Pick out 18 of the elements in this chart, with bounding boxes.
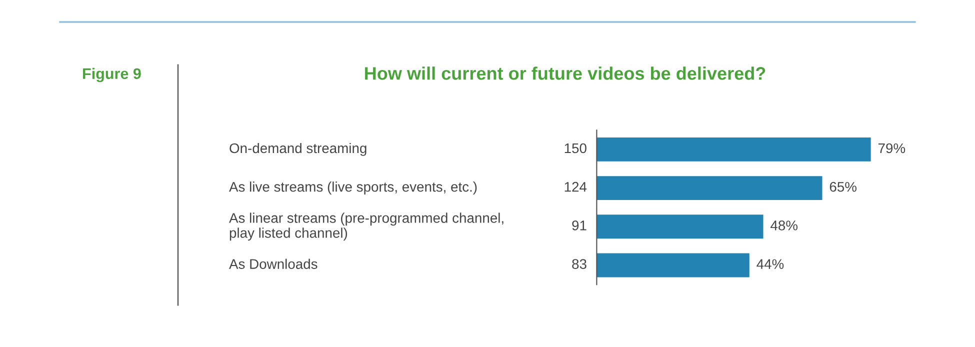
y-tick-label: As live streams (live sports, events, etc.) xyxy=(229,182,477,195)
bar xyxy=(596,176,822,200)
text: 150 xyxy=(564,143,586,154)
y-tick-label: On-demand streaming xyxy=(230,142,366,156)
caption: Figure 9 xyxy=(83,68,141,82)
y-tick-label: As Downloads xyxy=(229,258,318,269)
text: 124 xyxy=(564,182,587,192)
y-tick-label: As linear streams (pre-programmed channel, play listed channel) xyxy=(229,212,504,241)
data-label: 48% xyxy=(770,220,798,230)
text: 83 xyxy=(572,259,586,269)
chart-title: How will current or future videos be delivered? xyxy=(365,66,766,80)
data-label: 79% xyxy=(878,143,906,154)
bar xyxy=(596,253,750,278)
data-label: 65% xyxy=(830,182,856,192)
text: 91 xyxy=(572,220,586,230)
bar xyxy=(596,137,871,162)
bar xyxy=(596,214,764,239)
data-label: 44% xyxy=(756,259,784,269)
